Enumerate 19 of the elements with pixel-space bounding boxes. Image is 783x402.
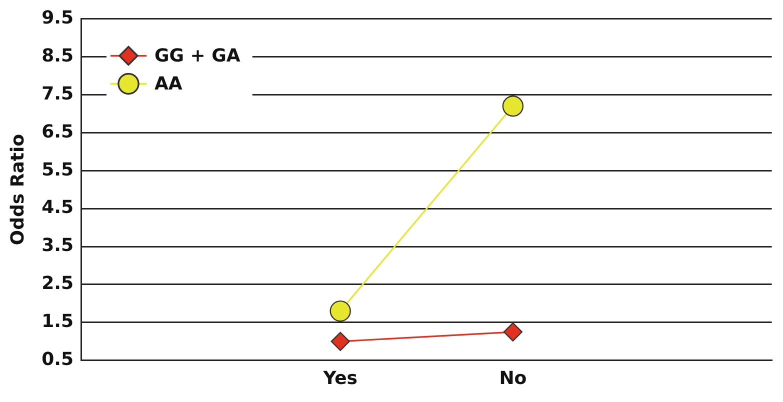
point: [330, 332, 350, 352]
y-tick-label: 4.5: [42, 197, 74, 218]
y-tick-label: 1.5: [42, 311, 74, 332]
point: [502, 96, 524, 117]
legend-label: AA: [154, 73, 182, 94]
x-tick-label: No: [499, 368, 527, 389]
y-tick-label: 0.5: [42, 349, 74, 370]
point: [503, 322, 523, 342]
x-tick-label: Yes: [322, 368, 358, 389]
y-tick-label: 5.5: [42, 159, 74, 180]
y-tick-label: 7.5: [42, 83, 74, 104]
y-tick-label: 3.5: [42, 235, 74, 256]
legend-label: GG + GA: [154, 45, 240, 66]
y-tick-label: 9.5: [42, 7, 74, 28]
y-tick-label: 2.5: [42, 273, 74, 294]
y-tick-label: 8.5: [42, 45, 74, 66]
y-tick-label: 6.5: [42, 121, 74, 142]
y-axis-title: Odds Ratio: [7, 134, 28, 246]
point: [330, 300, 351, 322]
